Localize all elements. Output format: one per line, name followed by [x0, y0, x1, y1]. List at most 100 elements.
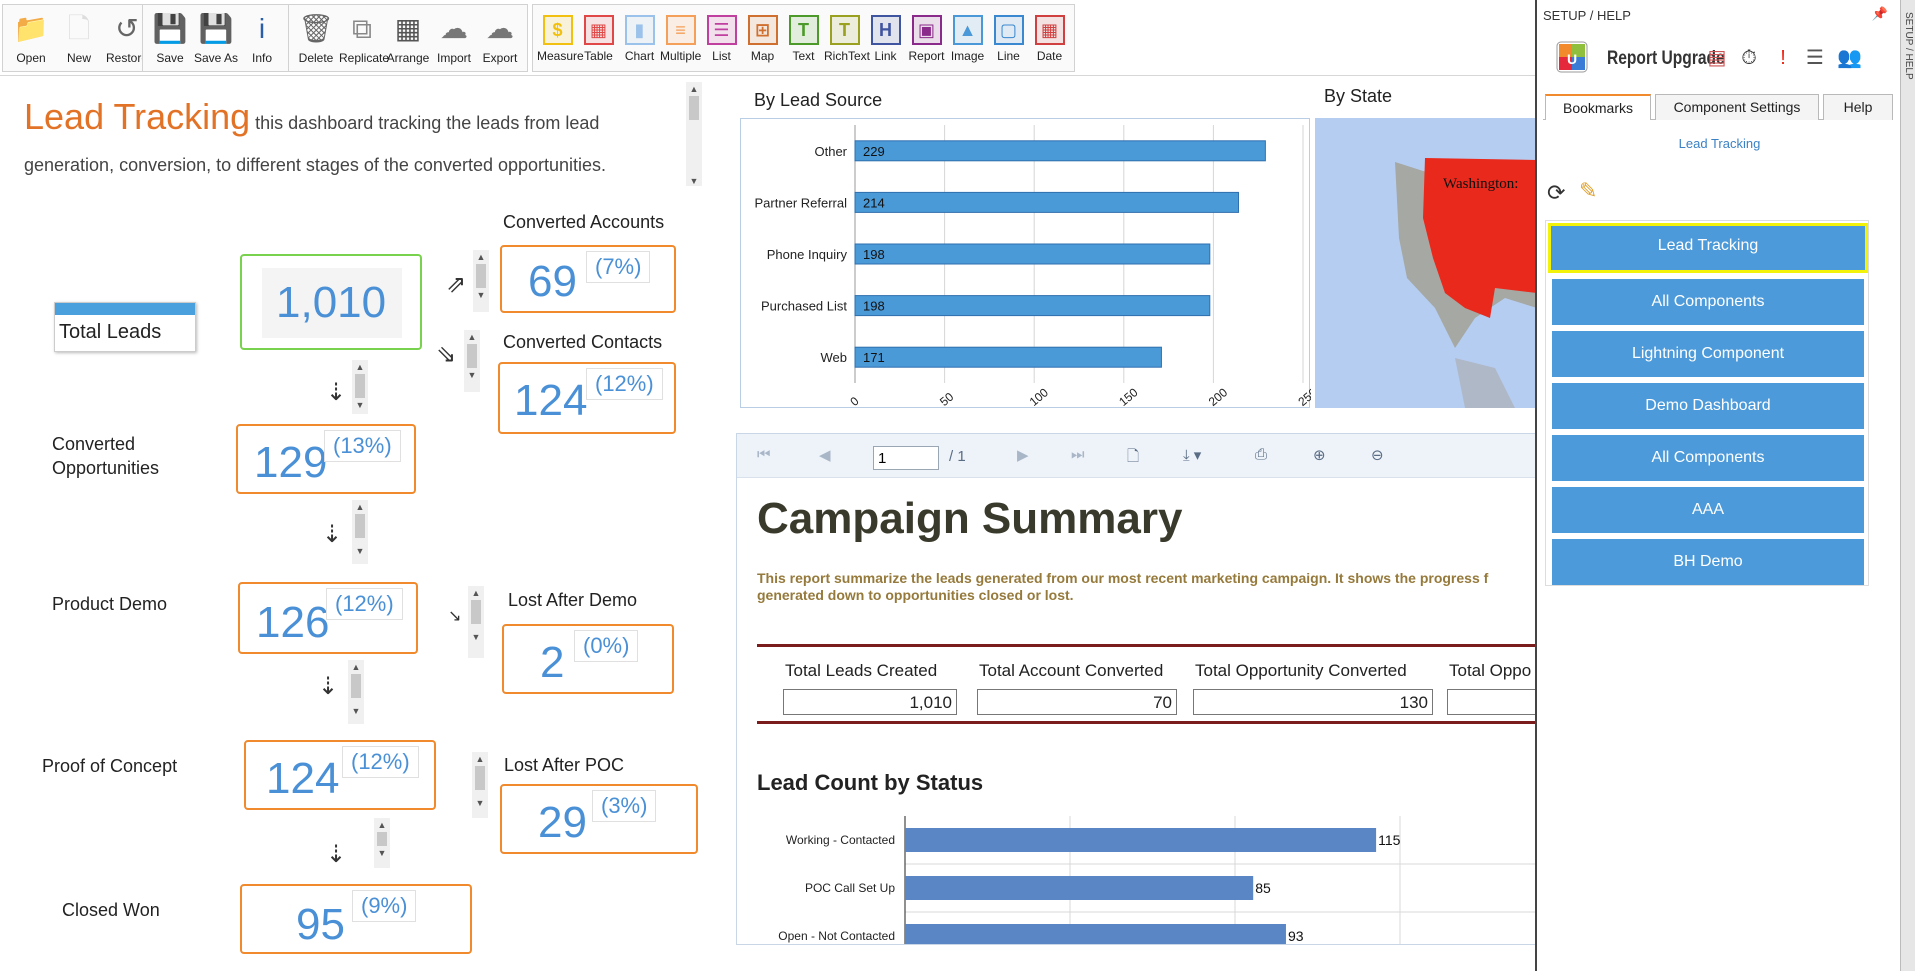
scroll-up-icon[interactable]: ▲: [689, 84, 699, 94]
scroll-thumb[interactable]: [475, 766, 485, 790]
converted-accounts-card[interactable]: 69 (7%): [500, 245, 676, 313]
bar[interactable]: [854, 346, 1162, 368]
connector-scrollbar-2[interactable]: ▲ ▼: [464, 330, 480, 392]
scroll-thumb[interactable]: [355, 374, 365, 398]
scroll-thumb[interactable]: [355, 514, 365, 538]
bookmark-aaa[interactable]: AAA: [1552, 487, 1864, 533]
breadcrumb[interactable]: Lead Tracking: [1678, 136, 1761, 151]
export-button[interactable]: ☁ Export: [477, 9, 523, 71]
map-button[interactable]: ⊞ Map: [742, 9, 783, 71]
lead-source-chart[interactable]: 0 50 100 150 200 250 Other 229 Partner Referral 2…: [740, 118, 1311, 409]
closed-won-card[interactable]: 95 (9%): [240, 884, 472, 954]
save-as-button[interactable]: 💾 Save As: [193, 9, 239, 71]
scroll-down-icon[interactable]: ▼: [355, 400, 365, 410]
multiple-button[interactable]: ≡ Multiple: [660, 9, 701, 71]
scroll-down-icon[interactable]: ▼: [689, 176, 699, 186]
delete-button[interactable]: 🗑 Delete: [293, 9, 339, 71]
download-icon[interactable]: ⤓ ▾: [1183, 447, 1202, 464]
flow-scrollbar-4[interactable]: ▲ ▼: [374, 818, 390, 868]
tab-component-settings[interactable]: Component Settings: [1655, 94, 1819, 120]
scroll-thumb[interactable]: [377, 832, 387, 846]
scroll-up-icon[interactable]: ▲: [355, 362, 365, 372]
save-button[interactable]: 💾 Save: [147, 9, 193, 71]
scroll-up-icon[interactable]: ▲: [475, 754, 485, 764]
text-button[interactable]: T Text: [783, 9, 824, 71]
bookmark-lightning-component[interactable]: Lightning Component: [1552, 331, 1864, 377]
lost-after-demo-card[interactable]: 2 (0%): [502, 624, 674, 694]
page-layout-icon[interactable]: 🗋: [1127, 448, 1140, 465]
restore-button[interactable]: ↺ Restore: [103, 9, 151, 71]
bar[interactable]: [854, 140, 1266, 162]
prev-page-icon[interactable]: ◀: [819, 447, 831, 464]
scroll-down-icon[interactable]: ▼: [476, 290, 486, 300]
table-button[interactable]: ▦ Table: [578, 9, 619, 71]
converted-contacts-card[interactable]: 124 (12%): [498, 362, 676, 434]
converted-opps-card[interactable]: 129 (13%): [236, 424, 416, 494]
bar[interactable]: [854, 243, 1211, 265]
import-button[interactable]: ☁ Import: [431, 9, 477, 71]
refresh-icon[interactable]: ⟳: [1547, 180, 1566, 205]
total-leads-card[interactable]: 1,010: [240, 254, 422, 350]
bar[interactable]: [854, 191, 1239, 213]
bookmark-all-components[interactable]: All Components: [1552, 279, 1864, 325]
bar[interactable]: [905, 828, 1377, 852]
product-demo-card[interactable]: 126 (12%): [238, 582, 418, 654]
replicate-button[interactable]: ⧉ Replicate: [339, 9, 389, 71]
new-button[interactable]: 🗋 New: [55, 9, 103, 71]
flow-scrollbar-3[interactable]: ▲ ▼: [348, 660, 364, 724]
chart-button[interactable]: ▮ Chart: [619, 9, 660, 71]
line-button[interactable]: ▢ Line: [988, 9, 1029, 71]
connector-scrollbar-1[interactable]: ▲ ▼: [473, 250, 489, 312]
scroll-thumb[interactable]: [476, 264, 486, 288]
link-button[interactable]: H Link: [865, 9, 906, 71]
scroll-down-icon[interactable]: ▼: [467, 370, 477, 380]
tab-bookmarks[interactable]: Bookmarks: [1545, 94, 1651, 120]
tab-help[interactable]: Help: [1823, 94, 1893, 120]
bar[interactable]: [854, 295, 1211, 317]
next-page-icon[interactable]: ▶: [1017, 447, 1029, 464]
print-icon[interactable]: ⎙: [1255, 446, 1268, 463]
bookmark-demo-dashboard[interactable]: Demo Dashboard: [1552, 383, 1864, 429]
scroll-down-icon[interactable]: ▼: [377, 848, 387, 858]
timer-icon[interactable]: ⏱: [1741, 47, 1757, 69]
poc-card[interactable]: 124 (12%): [244, 740, 436, 810]
open-button[interactable]: 📁 Open: [7, 9, 55, 71]
scroll-down-icon[interactable]: ▼: [355, 546, 365, 556]
state-map[interactable]: Washington:: [1315, 118, 1537, 408]
date-button[interactable]: ▦ Date: [1029, 9, 1070, 71]
first-page-icon[interactable]: ⏮: [757, 446, 771, 463]
database-icon[interactable]: ☰: [1806, 47, 1824, 69]
alert-icon[interactable]: !: [1780, 47, 1786, 69]
list-button[interactable]: ☰ List: [701, 9, 742, 71]
bookmark-lead-tracking[interactable]: Lead Tracking: [1548, 223, 1868, 273]
bar[interactable]: [905, 924, 1286, 945]
scroll-up-icon[interactable]: ▲: [467, 332, 477, 342]
scroll-up-icon[interactable]: ▲: [476, 252, 486, 262]
zoom-out-icon[interactable]: ⊖: [1371, 447, 1384, 464]
users-icon[interactable]: 👥: [1837, 47, 1862, 69]
scroll-up-icon[interactable]: ▲: [355, 502, 365, 512]
scroll-down-icon[interactable]: ▼: [351, 706, 361, 716]
richtext-button[interactable]: T RichText: [824, 9, 870, 71]
info-button[interactable]: i Info: [239, 9, 285, 71]
measure-button[interactable]: $ Measure: [537, 9, 584, 71]
lost-after-poc-card[interactable]: 29 (3%): [500, 784, 698, 854]
scroll-thumb[interactable]: [471, 600, 481, 624]
scroll-up-icon[interactable]: ▲: [471, 588, 481, 598]
title-scrollbar[interactable]: ▲ ▼: [686, 82, 702, 186]
edit-pencil-icon[interactable]: ✎: [1579, 178, 1598, 203]
page-number-input[interactable]: [873, 446, 939, 470]
scroll-down-icon[interactable]: ▼: [471, 632, 481, 642]
report-button[interactable]: ▣ Report: [906, 9, 947, 71]
scroll-thumb[interactable]: [351, 674, 361, 698]
setup-side-strip[interactable]: SETUP / HELP: [1900, 0, 1915, 971]
connector-scrollbar-4[interactable]: ▲ ▼: [472, 752, 488, 818]
scroll-up-icon[interactable]: ▲: [351, 662, 361, 672]
scroll-thumb[interactable]: [689, 96, 699, 120]
flow-scrollbar-1[interactable]: ▲ ▼: [352, 360, 368, 414]
flow-scrollbar-2[interactable]: ▲ ▼: [352, 500, 368, 564]
image-button[interactable]: ▲ Image: [947, 9, 988, 71]
bar[interactable]: [905, 876, 1254, 900]
scroll-up-icon[interactable]: ▲: [377, 820, 387, 830]
export-report-icon[interactable]: ▤: [1707, 47, 1727, 69]
